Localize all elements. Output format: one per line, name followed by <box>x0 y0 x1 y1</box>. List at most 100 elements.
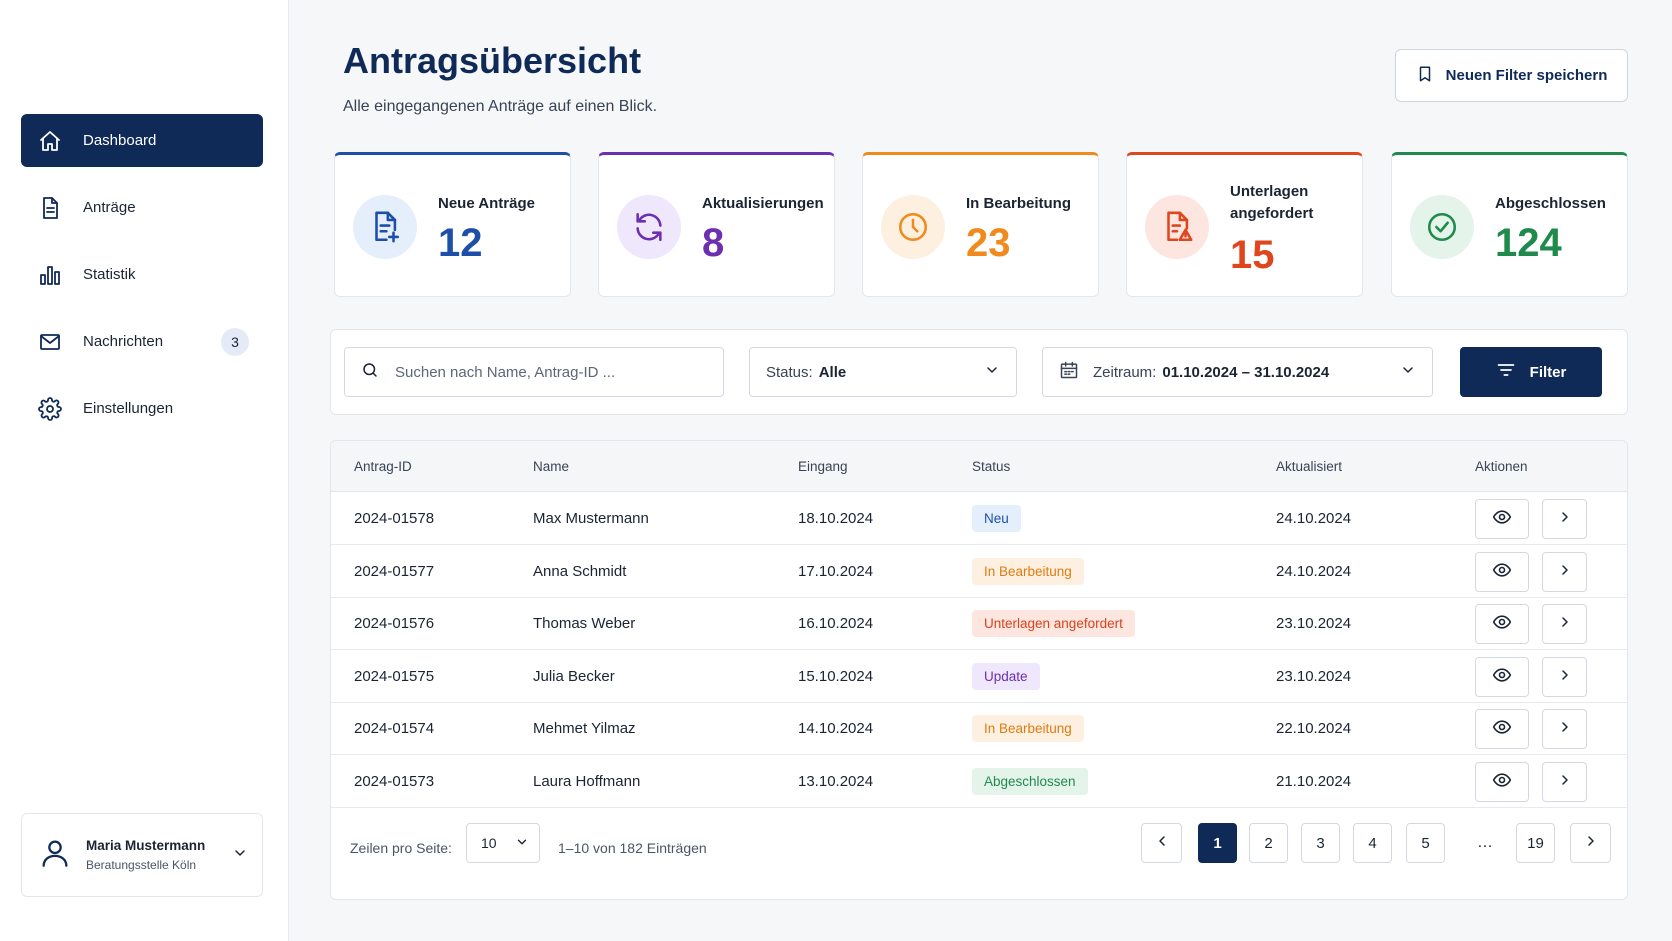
table-row[interactable]: 2024-01574 Mehmet Yilmaz 14.10.2024 In Bear… <box>331 703 1627 755</box>
cell-name: Mehmet Yilmaz <box>533 720 636 737</box>
column-header-name[interactable]: Name <box>533 458 570 474</box>
eye-icon <box>1492 665 1512 689</box>
cell-name: Anna Schmidt <box>533 562 627 580</box>
page-button-2[interactable]: 2 <box>1249 823 1288 863</box>
cell-updated: 24.10.2024 <box>1276 510 1352 527</box>
sidebar-item-label: Statistik <box>83 266 136 283</box>
view-button[interactable] <box>1475 656 1529 697</box>
cell-status: Unterlagen angefordert <box>972 598 1135 649</box>
rows-per-page-label: Zeilen pro Seite: <box>350 840 452 856</box>
table-row[interactable]: 2024-01578 Max Mustermann 18.10.2024 Neu 24.… <box>331 493 1627 545</box>
rows-per-page-value: 10 <box>481 835 497 851</box>
column-header-status[interactable]: Status <box>972 458 1011 474</box>
open-button[interactable] <box>1542 656 1587 697</box>
cell-id: 2024-01577 <box>354 562 435 580</box>
view-button[interactable] <box>1475 761 1529 802</box>
refresh-icon <box>617 195 681 259</box>
filter-button[interactable]: Filter <box>1460 347 1602 397</box>
page-button-last[interactable]: 19 <box>1516 823 1555 863</box>
bar-chart-icon <box>37 262 63 288</box>
cell-id: 2024-01576 <box>354 615 435 632</box>
status-badge: Neu <box>972 505 1021 532</box>
eye-icon <box>1492 612 1512 636</box>
cell-updated: 23.10.2024 <box>1276 615 1352 632</box>
table-row[interactable]: 2024-01576 Thomas Weber 16.10.2024 Unterlag… <box>331 598 1627 650</box>
view-button[interactable] <box>1475 604 1529 644</box>
open-button[interactable] <box>1542 761 1587 802</box>
sidebar-item-antraege[interactable]: Anträge <box>21 181 263 234</box>
search-input[interactable]: Suchen nach Name, Antrag-ID ... <box>344 347 724 397</box>
view-button[interactable] <box>1475 499 1529 539</box>
stat-card-completed[interactable]: Abgeschlossen 124 <box>1391 152 1628 297</box>
cell-status: Abgeschlossen <box>972 756 1088 807</box>
column-header-received[interactable]: Eingang <box>798 458 848 474</box>
sidebar-nav: Dashboard Anträge Statistik Nachrichten … <box>21 114 263 449</box>
stat-value: 12 <box>438 221 483 265</box>
sidebar-item-label: Dashboard <box>83 132 157 149</box>
user-name: Maria Mustermann <box>86 838 206 853</box>
search-icon <box>361 361 379 383</box>
open-button[interactable] <box>1542 499 1587 539</box>
chevron-left-icon <box>1154 833 1170 853</box>
stats-cards: Neue Anträge 12 Aktualisierungen 8 In Be… <box>334 152 1628 297</box>
cell-received: 16.10.2024 <box>798 615 874 632</box>
home-icon <box>37 128 63 154</box>
save-filter-label: Neuen Filter speichern <box>1445 67 1608 84</box>
stat-card-updates[interactable]: Aktualisierungen 8 <box>598 152 835 297</box>
cell-received: 13.10.2024 <box>798 772 874 790</box>
cell-status: In Bearbeitung <box>972 546 1084 597</box>
cell-id: 2024-01573 <box>354 772 435 790</box>
column-header-id[interactable]: Antrag-ID <box>354 458 412 474</box>
mail-icon <box>37 329 63 355</box>
cell-status: In Bearbeitung <box>972 703 1084 754</box>
status-select[interactable]: Status: Alle <box>749 347 1017 397</box>
sidebar-item-dashboard[interactable]: Dashboard <box>21 114 263 167</box>
unread-count-badge: 3 <box>221 327 249 356</box>
stat-card-in-progress[interactable]: In Bearbeitung 23 <box>862 152 1099 297</box>
view-button[interactable] <box>1475 551 1529 592</box>
chevron-down-icon <box>515 835 529 852</box>
page-button-3[interactable]: 3 <box>1301 823 1340 863</box>
open-button[interactable] <box>1542 551 1587 592</box>
next-page-button[interactable] <box>1570 823 1611 863</box>
stat-value: 23 <box>966 221 1011 265</box>
table-row[interactable]: 2024-01575 Julia Becker 15.10.2024 Update 23… <box>331 651 1627 703</box>
document-icon <box>37 195 63 221</box>
document-warning-icon <box>1145 195 1209 259</box>
clock-icon <box>881 195 945 259</box>
sidebar-item-statistik[interactable]: Statistik <box>21 248 263 301</box>
table-row[interactable]: 2024-01577 Anna Schmidt 17.10.2024 In Bearb… <box>331 546 1627 598</box>
chevron-down-icon <box>232 845 248 866</box>
cell-updated: 24.10.2024 <box>1276 562 1352 580</box>
column-header-updated[interactable]: Aktualisiert <box>1276 458 1343 474</box>
sidebar-item-nachrichten[interactable]: Nachrichten 3 <box>21 315 263 368</box>
stat-value: 15 <box>1230 233 1275 277</box>
status-badge: Abgeschlossen <box>972 767 1088 795</box>
page-button-5[interactable]: 5 <box>1406 823 1445 863</box>
cell-id: 2024-01574 <box>354 720 435 737</box>
user-menu[interactable]: Maria Mustermann Beratungsstelle Köln <box>21 813 263 897</box>
view-button[interactable] <box>1475 709 1529 749</box>
column-header-actions: Aktionen <box>1475 458 1528 474</box>
table-row[interactable]: 2024-01573 Laura Hoffmann 13.10.2024 Abgesc… <box>331 756 1627 808</box>
page-button-1[interactable]: 1 <box>1198 823 1237 863</box>
user-organization: Beratungsstelle Köln <box>86 858 197 872</box>
cell-status: Update <box>972 651 1040 702</box>
prev-page-button[interactable] <box>1141 823 1182 863</box>
save-filter-button[interactable]: Neuen Filter speichern <box>1395 49 1628 102</box>
cell-name: Max Mustermann <box>533 510 649 527</box>
page-title: Antragsübersicht <box>343 40 642 81</box>
sidebar-item-einstellungen[interactable]: Einstellungen <box>21 382 263 435</box>
stat-label: Unterlagen angefordert <box>1230 183 1314 222</box>
page-button-4[interactable]: 4 <box>1353 823 1392 863</box>
rows-per-page-select[interactable]: 10 <box>466 823 540 863</box>
stat-card-new[interactable]: Neue Anträge 12 <box>334 152 571 297</box>
filter-button-label: Filter <box>1529 363 1567 381</box>
date-range-select[interactable]: Zeitraum: 01.10.2024 – 31.10.2024 <box>1042 347 1433 397</box>
chevron-down-icon <box>1400 362 1416 382</box>
sidebar: Dashboard Anträge Statistik Nachrichten … <box>0 0 289 941</box>
open-button[interactable] <box>1542 709 1587 749</box>
stat-card-documents-requested[interactable]: Unterlagen angefordert 15 <box>1126 152 1363 297</box>
cell-updated: 23.10.2024 <box>1276 667 1352 685</box>
open-button[interactable] <box>1542 604 1587 644</box>
